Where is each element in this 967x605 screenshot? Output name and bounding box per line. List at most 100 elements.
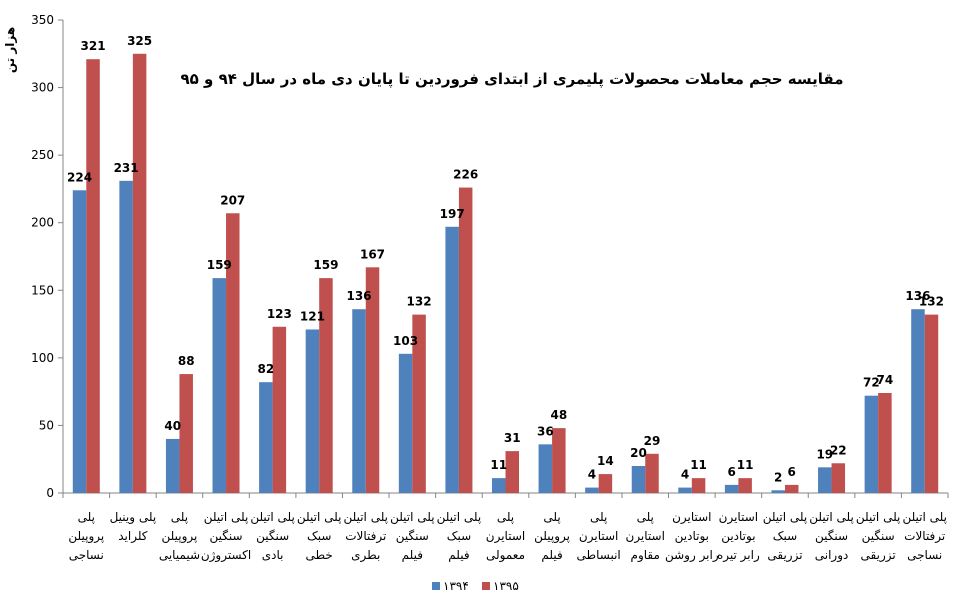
bar-series1 (818, 467, 832, 493)
x-category-label: خطی (306, 548, 333, 562)
x-category-label: ترفتالات (345, 529, 386, 544)
bar-series2 (132, 53, 147, 494)
data-label: 4 (681, 468, 689, 482)
y-tick-label: 300 (31, 81, 54, 95)
chart-title: مقایسه حجم معاملات محصولات پلیمری از ابت… (181, 70, 844, 89)
x-category-label: سبک (447, 529, 471, 543)
bar-series2 (458, 187, 473, 493)
bar-series2 (598, 474, 613, 493)
x-category-label: پلی (590, 510, 607, 524)
x-category-label: بوتادین (675, 529, 709, 544)
x-category-label: استایرن (486, 529, 525, 544)
x-category-label: استایرن (672, 510, 711, 525)
x-category-label: استایرن (719, 510, 758, 525)
data-label: 224 (67, 170, 92, 184)
data-label: 36 (537, 424, 554, 438)
x-category-label: بادی (262, 548, 284, 562)
data-label: 132 (919, 295, 944, 309)
y-tick-label: 100 (31, 351, 54, 365)
data-label: 103 (393, 334, 418, 348)
x-category-label: پلی اتیلن (390, 510, 435, 525)
bar-series2 (645, 453, 659, 493)
data-label: 20 (630, 446, 647, 460)
x-category-label: تزریقی (767, 548, 802, 563)
x-category-label: ترفتالات (904, 529, 945, 544)
y-tick-label: 200 (31, 216, 54, 230)
y-axis-label: هزار تن (3, 27, 17, 73)
x-category-label: نساجی (69, 548, 104, 562)
legend-entry: ۱۳۹۴ (443, 579, 469, 593)
data-label: 121 (300, 309, 325, 323)
x-category-label: پلی اتیلن (297, 510, 342, 525)
bar-series1 (119, 180, 133, 493)
x-category-label: پلی اتیلن (343, 510, 388, 525)
x-category-label: استایرن (626, 529, 665, 544)
data-label: 22 (830, 443, 847, 457)
x-category-label: تزریقی (861, 548, 896, 563)
x-category-label: اکستروژن (201, 548, 251, 563)
x-category-label: سنگین (256, 529, 289, 544)
x-category-label: سنگین (396, 529, 429, 544)
bar-series2 (412, 314, 426, 493)
data-label: 226 (453, 168, 478, 182)
data-label: 132 (407, 295, 432, 309)
data-label: 197 (440, 207, 465, 221)
bar-series1 (165, 438, 180, 493)
bar-series1 (398, 353, 413, 493)
data-label: 167 (360, 247, 385, 261)
bar-series1 (771, 490, 785, 493)
x-category-label: پلی (543, 510, 560, 524)
x-category-label: فیلم (448, 548, 469, 562)
bar-series2 (691, 478, 706, 493)
bar-series1 (631, 465, 646, 493)
bar-series1 (911, 309, 925, 493)
bars (72, 53, 939, 494)
bar-series1 (585, 487, 599, 493)
data-label: 11 (490, 458, 507, 472)
x-category-label: پلی (78, 510, 95, 524)
x-category-label: پروپیلن (68, 529, 104, 544)
legend-entry: ۱۳۹۵ (493, 579, 519, 593)
x-category-label: پلی اتیلن (204, 510, 249, 525)
x-category-label: سنگین (815, 529, 848, 544)
bar-series2 (272, 326, 287, 493)
data-label: 123 (267, 307, 292, 321)
x-category-label: رابر تیره (717, 548, 760, 563)
y-tick-label: 0 (46, 486, 54, 500)
x-category-label: سبک (307, 529, 331, 543)
bar-series1 (678, 487, 692, 493)
data-label: 2 (774, 470, 782, 484)
x-category-label: پلی اتیلن (902, 510, 947, 525)
x-category-label: انبساطی (577, 548, 621, 562)
y-tick-label: 350 (31, 13, 54, 27)
bar-series1 (492, 478, 506, 493)
bar-series1 (864, 395, 879, 493)
x-category-label: پلی (637, 510, 654, 524)
bar-series2 (784, 484, 799, 493)
data-label: 159 (313, 258, 338, 272)
x-category-label: سبک (773, 529, 797, 543)
x-category-label: پلی اتیلن (763, 510, 808, 525)
bar-series2 (365, 267, 380, 493)
data-label: 325 (127, 34, 152, 48)
bar-series2 (552, 428, 566, 493)
x-category-label: معمولی (486, 548, 525, 563)
bar-series1 (352, 309, 366, 493)
data-label: 11 (690, 458, 707, 472)
data-label: 207 (220, 193, 245, 207)
x-category-label: بوتادین (721, 529, 755, 544)
data-label: 88 (178, 354, 195, 368)
x-category-label: دورانی (815, 548, 849, 563)
bar-series1 (72, 190, 87, 493)
data-label: 6 (727, 465, 735, 479)
x-category-label: سنگین (862, 529, 895, 544)
x-category-label: فیلم (402, 548, 423, 562)
y-tick-label: 150 (31, 283, 54, 297)
data-label: 40 (164, 419, 181, 433)
x-category-label: پروپیلن (534, 529, 570, 544)
data-label: 136 (346, 289, 371, 303)
bar-series2 (738, 478, 752, 493)
data-label: 6 (788, 465, 796, 479)
